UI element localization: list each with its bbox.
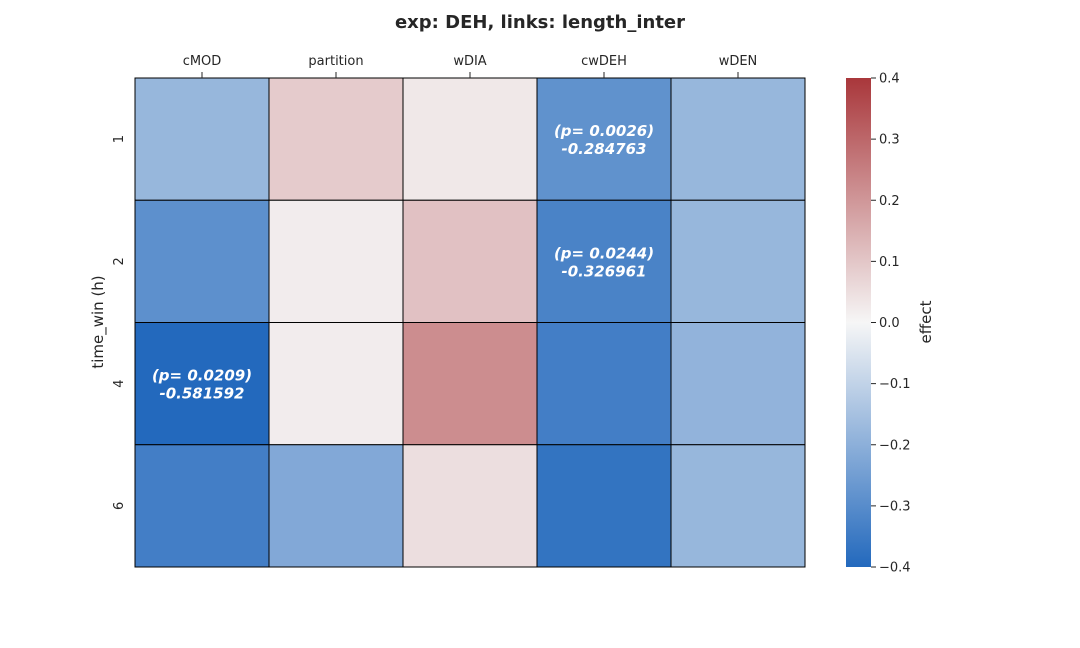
heatmap-cell [536, 444, 672, 568]
colorbar-ticks: −0.4 −0.3 −0.2 −0.1 0.0 0.1 0.2 0.3 0.4 [871, 72, 911, 576]
heatmap-cell [536, 322, 672, 446]
heatmap-cell [134, 77, 270, 201]
heatmap-cell [268, 199, 404, 323]
heatmap-cell [670, 199, 806, 323]
cell-effect-value-label: -0.326961 [562, 262, 647, 280]
heatmap-cell [402, 444, 538, 568]
heatmap-cell [402, 199, 538, 323]
y-tick-label: 6 [112, 502, 127, 510]
heatmap-cell [268, 322, 404, 446]
cell-p-value-label: (p= 0.0026) [554, 122, 654, 140]
x-tick-label: wDEN [719, 54, 758, 69]
colorbar-label: effect [917, 300, 935, 343]
heatmap-annotations: (p= 0.0026)-0.284763 (p= 0.0244)-0.326961… [152, 122, 654, 403]
x-tick-label: partition [308, 54, 363, 69]
heatmap-cell [670, 322, 806, 446]
heatmap-cell [134, 199, 270, 323]
y-tick-label: 1 [112, 135, 127, 143]
heatmap-cell [402, 77, 538, 201]
cell-effect-value-label: -0.581592 [160, 385, 245, 403]
cell-effect-value-label: -0.284763 [562, 140, 647, 158]
heatmap-cell [670, 77, 806, 201]
heatmap-cell [268, 444, 404, 568]
heatmap-cell [536, 199, 672, 323]
chart-title: exp: DEH, links: length_inter [395, 12, 685, 33]
heatmap-cell [268, 77, 404, 201]
heatmap-cell [670, 444, 806, 568]
colorbar-tick-label: −0.3 [879, 499, 911, 514]
x-axis-ticks: cMOD partition wDIA cwDEH wDEN [183, 54, 758, 78]
heatmap-cell [402, 322, 538, 446]
colorbar-tick-label: 0.1 [879, 255, 900, 270]
colorbar-tick-label: 0.4 [879, 72, 900, 87]
y-axis-ticks: 1 2 4 6 [112, 135, 127, 510]
cell-p-value-label: (p= 0.0244) [554, 244, 654, 262]
heatmap-cells [134, 77, 806, 568]
colorbar-tick-label: 0.2 [879, 194, 900, 209]
y-tick-label: 4 [112, 379, 127, 387]
heatmap-cell [134, 322, 270, 446]
colorbar-tick-label: 0.3 [879, 133, 900, 148]
x-tick-label: cwDEH [581, 54, 627, 69]
heatmap-cell [134, 444, 270, 568]
y-axis-label: time_win (h) [89, 275, 108, 368]
colorbar-tick-label: −0.2 [879, 438, 911, 453]
colorbar [846, 78, 871, 567]
cell-p-value-label: (p= 0.0209) [152, 367, 252, 385]
heatmap-cell [536, 77, 672, 201]
colorbar-tick-label: 0.0 [879, 316, 900, 331]
x-tick-label: wDIA [453, 54, 486, 69]
colorbar-tick-label: −0.1 [879, 377, 911, 392]
colorbar-tick-label: −0.4 [879, 561, 911, 576]
x-tick-label: cMOD [183, 54, 222, 69]
y-tick-label: 2 [112, 257, 127, 265]
